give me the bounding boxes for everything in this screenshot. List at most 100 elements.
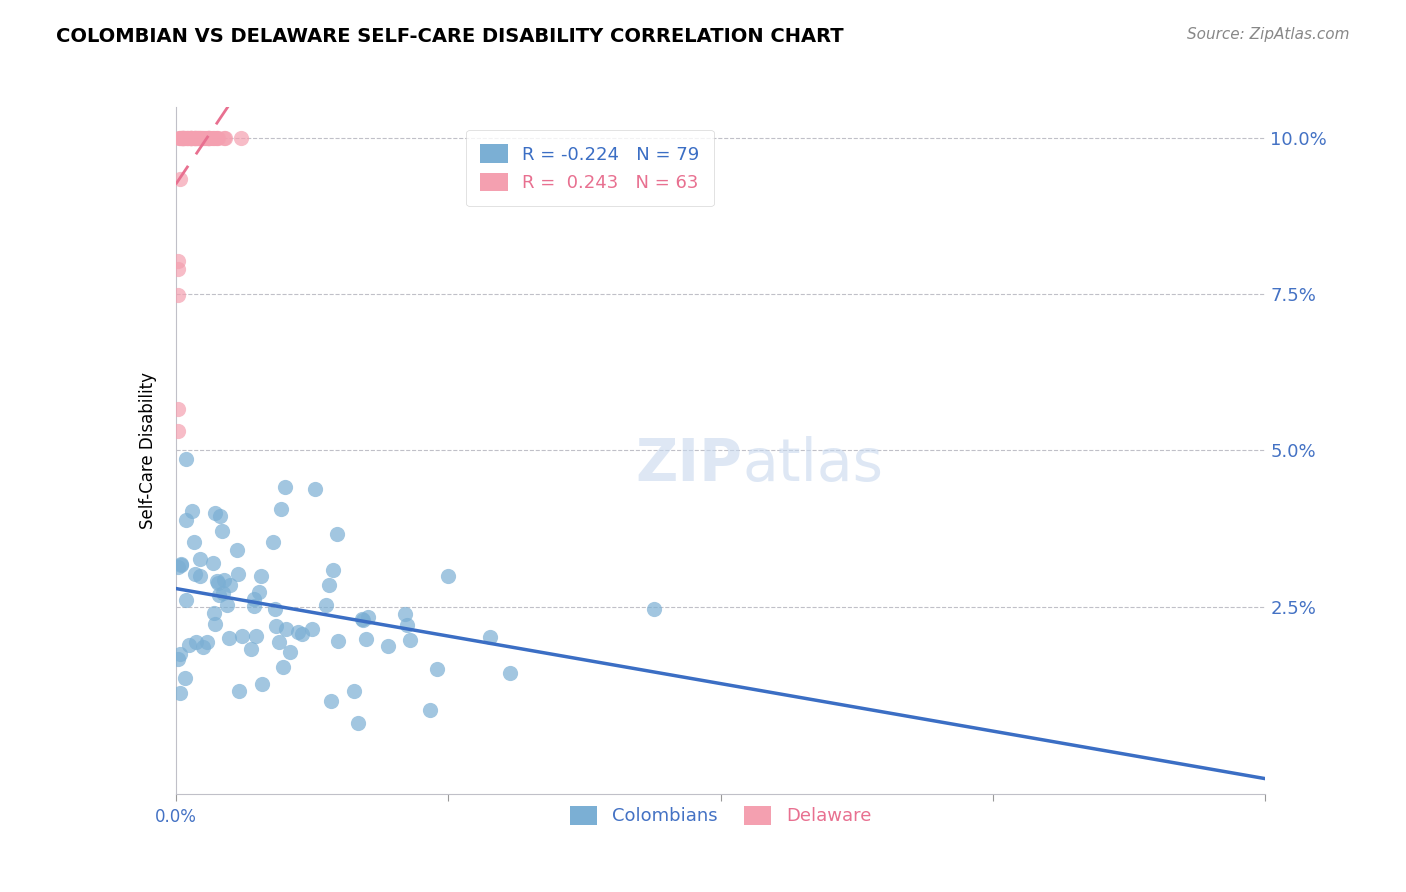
Y-axis label: Self-Care Disability: Self-Care Disability	[139, 372, 157, 529]
Point	[184, 131, 207, 145]
Point	[174, 593, 197, 607]
Point	[357, 610, 380, 624]
Point	[321, 694, 343, 708]
Point	[229, 131, 252, 145]
Point	[177, 131, 200, 145]
Point	[499, 665, 522, 680]
Legend: R = -0.224   N = 79, R =  0.243   N = 63: R = -0.224 N = 79, R = 0.243 N = 63	[465, 130, 714, 206]
Point	[170, 131, 193, 145]
Point	[377, 639, 399, 653]
Point	[193, 131, 215, 145]
Point	[219, 578, 242, 592]
Point	[264, 602, 287, 616]
Point	[167, 424, 190, 438]
Point	[188, 569, 211, 583]
Point	[173, 131, 195, 145]
Point	[187, 131, 209, 145]
Point	[278, 644, 301, 658]
Point	[212, 573, 235, 587]
Point	[274, 480, 297, 494]
Point	[231, 629, 253, 643]
Point	[176, 131, 198, 145]
Point	[169, 131, 191, 145]
Point	[184, 131, 207, 145]
Point	[352, 613, 374, 627]
Point	[180, 131, 202, 145]
Point	[395, 617, 418, 632]
Point	[425, 663, 447, 677]
Point	[179, 131, 201, 145]
Point	[169, 172, 191, 186]
Point	[176, 513, 198, 527]
Point	[172, 131, 194, 145]
Point	[352, 612, 374, 626]
Point	[193, 640, 215, 654]
Point	[356, 632, 378, 646]
Point	[347, 715, 370, 730]
Point	[172, 131, 194, 145]
Point	[180, 131, 202, 145]
Point	[169, 131, 191, 145]
Point	[169, 686, 191, 700]
Point	[180, 131, 202, 145]
Point	[245, 629, 267, 643]
Point	[208, 588, 231, 602]
Point	[202, 557, 225, 571]
Point	[267, 635, 290, 649]
Point	[197, 131, 219, 145]
Point	[212, 131, 235, 145]
Point	[173, 131, 195, 145]
Point	[169, 131, 191, 145]
Point	[207, 576, 229, 591]
Point	[180, 131, 202, 145]
Point	[204, 507, 226, 521]
Point	[325, 527, 347, 541]
Point	[204, 131, 226, 145]
Point	[191, 131, 214, 145]
Point	[170, 557, 193, 571]
Point	[186, 131, 208, 145]
Point	[167, 559, 190, 574]
Point	[643, 602, 665, 616]
Point	[250, 568, 273, 582]
Point	[184, 131, 207, 145]
Point	[270, 502, 292, 516]
Point	[202, 131, 225, 145]
Point	[172, 131, 194, 145]
Point	[167, 288, 190, 302]
Point	[197, 131, 219, 145]
Point	[205, 131, 228, 145]
Point	[167, 652, 190, 666]
Point	[190, 131, 212, 145]
Point	[198, 131, 221, 145]
Point	[187, 131, 209, 145]
Point	[225, 542, 247, 557]
Point	[194, 131, 217, 145]
Point	[201, 131, 224, 145]
Point	[174, 131, 197, 145]
Point	[239, 642, 262, 657]
Point	[208, 508, 231, 523]
Point	[202, 606, 225, 620]
Point	[184, 635, 207, 649]
Point	[287, 624, 309, 639]
Point	[183, 131, 205, 145]
Point	[195, 634, 218, 648]
Point	[271, 660, 294, 674]
Point	[322, 563, 344, 577]
Point	[167, 262, 190, 277]
Point	[226, 567, 249, 582]
Point	[190, 131, 212, 145]
Point	[262, 535, 284, 549]
Point	[173, 671, 195, 685]
Point	[247, 585, 270, 599]
Point	[184, 567, 207, 582]
Text: ZIP: ZIP	[636, 435, 742, 492]
Point	[212, 585, 235, 599]
Point	[177, 638, 200, 652]
Point	[250, 676, 273, 690]
Point	[243, 599, 266, 613]
Point	[174, 452, 197, 467]
Point	[167, 401, 190, 416]
Point	[183, 535, 205, 549]
